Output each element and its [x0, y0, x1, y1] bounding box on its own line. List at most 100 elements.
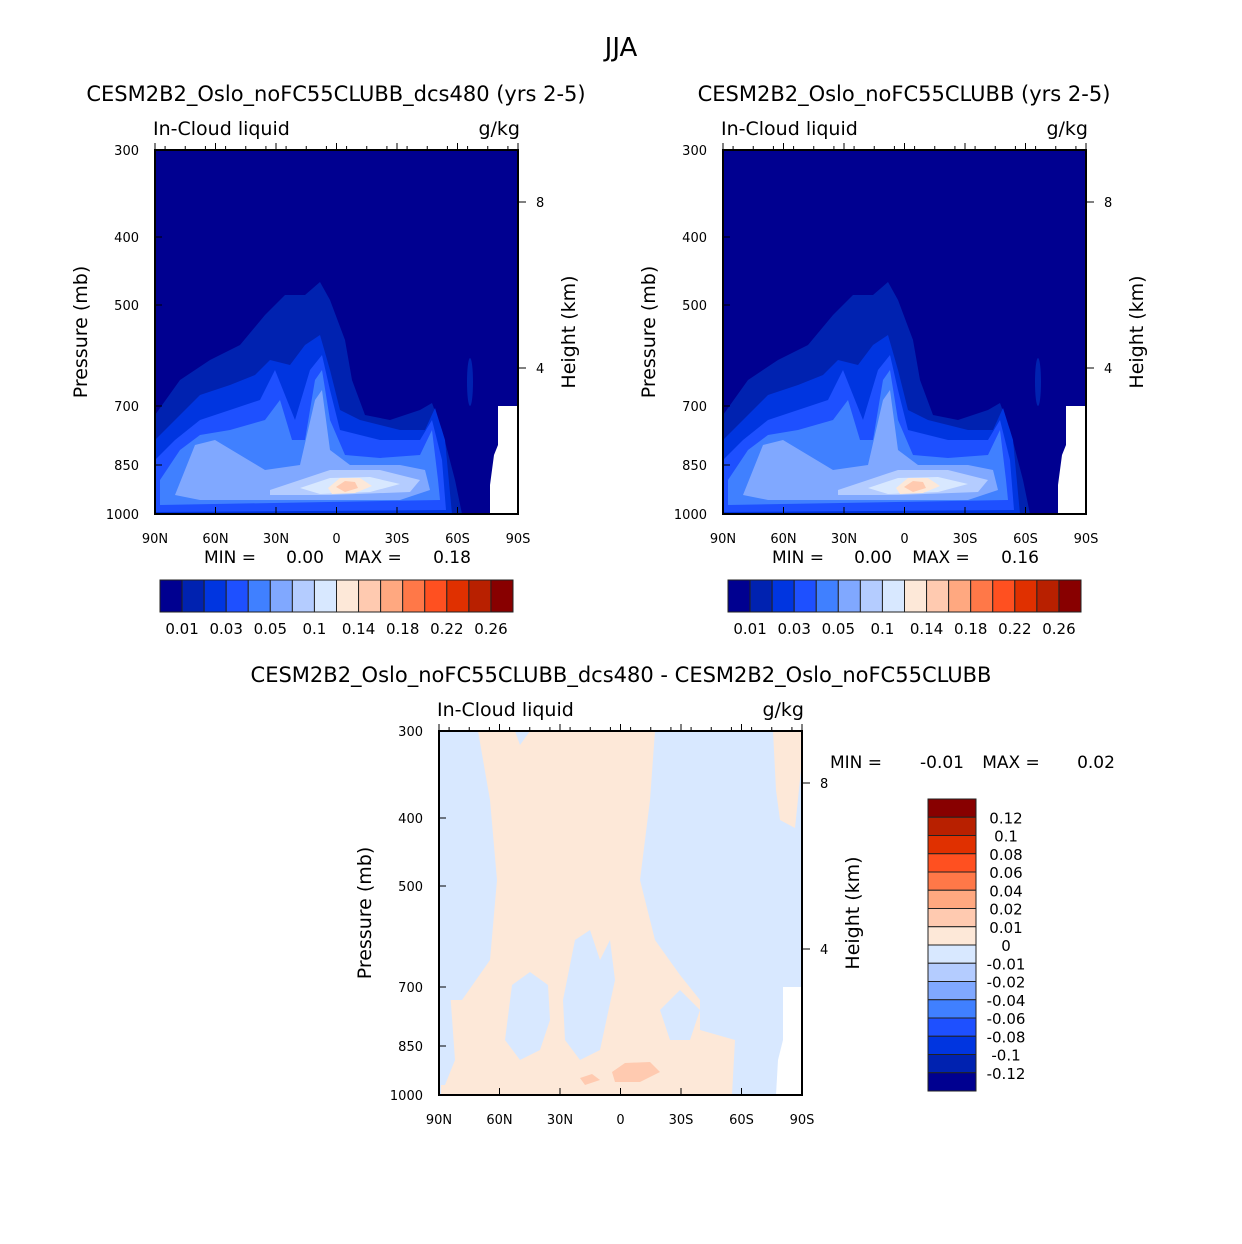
units-label: g/kg [478, 118, 520, 140]
y-tick-label: 400 [398, 812, 423, 827]
colorbar-box [490, 579, 514, 613]
negative-region [441, 990, 455, 1085]
colorbar-box [402, 579, 426, 613]
figure-title: JJA [603, 33, 638, 63]
x-tick-label: 30S [953, 532, 978, 547]
colorbar-box [771, 579, 795, 613]
colorbar-label: 0.01 [733, 620, 766, 638]
colorbar-label: 0.1 [871, 620, 895, 638]
colorbar-label: 0 [1001, 937, 1011, 955]
x-tick-label: 90N [710, 532, 736, 547]
contour-panel-diff [439, 731, 802, 1095]
y-tick-label: 850 [682, 459, 707, 474]
colorbar-label: 0.01 [989, 919, 1022, 937]
panel-title: CESM2B2_Oslo_noFC55CLUBB_dcs480 - CESM2B… [251, 663, 992, 688]
colorbar-label: -0.08 [987, 1028, 1026, 1046]
min-value: 0.00 [854, 548, 892, 568]
x-tick-label: 30N [547, 1113, 573, 1128]
colorbar-label: -0.04 [987, 992, 1026, 1010]
y-axis-label: Pressure (mb) [354, 847, 376, 980]
colorbar-label: 0.14 [342, 620, 375, 638]
panel-title: CESM2B2_Oslo_noFC55CLUBB_dcs480 (yrs 2-5… [86, 82, 585, 107]
colorbar-label: 0.18 [386, 620, 419, 638]
min-label: MIN = [772, 548, 824, 568]
x-tick-label: 60N [486, 1113, 512, 1128]
missing-data-region [490, 406, 518, 514]
colorbar-box [159, 579, 183, 613]
colorbar-box [926, 579, 950, 613]
colorbar-box [269, 579, 293, 613]
colorbar-box [927, 1054, 977, 1074]
missing-data-region [776, 987, 802, 1095]
y-tick-label: 1000 [390, 1089, 423, 1104]
contour-panel-1 [155, 150, 518, 514]
y-tick-label: 300 [682, 144, 707, 159]
colorbar-box [927, 926, 977, 946]
colorbar-box [948, 579, 972, 613]
colorbar-label: 0.04 [989, 882, 1022, 900]
colorbar-box [992, 579, 1016, 613]
colorbar-box [837, 579, 861, 613]
contour-region [1035, 358, 1041, 406]
y-tick-label: 1000 [106, 508, 139, 523]
x-tick-label: 30N [831, 532, 857, 547]
colorbar-box [927, 908, 977, 928]
contour-panel-2 [723, 150, 1086, 514]
x-tick-label: 30N [263, 532, 289, 547]
positive-region [773, 731, 802, 828]
contour-region [467, 358, 473, 406]
max-value: 0.16 [1001, 548, 1039, 568]
contour-region [904, 481, 926, 492]
x-tick-label: 90S [506, 532, 531, 547]
y-right-tick-label: 4 [536, 362, 544, 377]
max-label: MAX = [912, 548, 970, 568]
y-right-tick-label: 4 [1104, 362, 1112, 377]
colorbar-box [749, 579, 773, 613]
x-tick-label: 30S [385, 532, 410, 547]
positive-region [612, 1062, 660, 1082]
colorbar-box [859, 579, 883, 613]
colorbar-label: -0.06 [987, 1010, 1026, 1028]
colorbar-box [927, 962, 977, 982]
max-value: 0.18 [433, 548, 471, 568]
colorbar-label: -0.1 [991, 1047, 1020, 1065]
y-tick-label: 850 [114, 459, 139, 474]
colorbar-box [970, 579, 994, 613]
positive-region [580, 1074, 600, 1085]
colorbar-label: 0.12 [989, 809, 1022, 827]
colorbar-box [181, 579, 205, 613]
x-tick-label: 90S [790, 1113, 815, 1128]
colorbar-label: 0.26 [1042, 620, 1075, 638]
variable-label: In-Cloud liquid [437, 699, 574, 721]
colorbar-box [313, 579, 337, 613]
x-tick-label: 90N [142, 532, 168, 547]
x-tick-label: 60S [729, 1113, 754, 1128]
x-tick-label: 90N [426, 1113, 452, 1128]
y-tick-label: 1000 [674, 508, 707, 523]
x-tick-label: 60N [770, 532, 796, 547]
colorbar-box [336, 579, 360, 613]
colorbar-label: 0.18 [954, 620, 987, 638]
colorbar-box [247, 579, 271, 613]
colorbar-box [468, 579, 492, 613]
colorbar-label: -0.01 [987, 955, 1026, 973]
colorbar-box [904, 579, 928, 613]
colorbar-box [927, 798, 977, 818]
x-tick-label: 30S [669, 1113, 694, 1128]
y-right-tick-label: 8 [1104, 196, 1112, 211]
colorbar-label: 0.02 [989, 901, 1022, 919]
max-label: MAX = [982, 753, 1040, 773]
colorbar-box [291, 579, 315, 613]
colorbar-label: 0.06 [989, 864, 1022, 882]
missing-data-region [1058, 406, 1086, 514]
colorbar-label: 0.14 [910, 620, 943, 638]
x-tick-label: 0 [900, 532, 908, 547]
y-tick-label: 850 [398, 1040, 423, 1055]
colorbar-label: 0.26 [474, 620, 507, 638]
colorbar-box [927, 1072, 977, 1092]
y-tick-label: 500 [114, 299, 139, 314]
colorbar-box [927, 853, 977, 873]
units-label: g/kg [762, 699, 804, 721]
